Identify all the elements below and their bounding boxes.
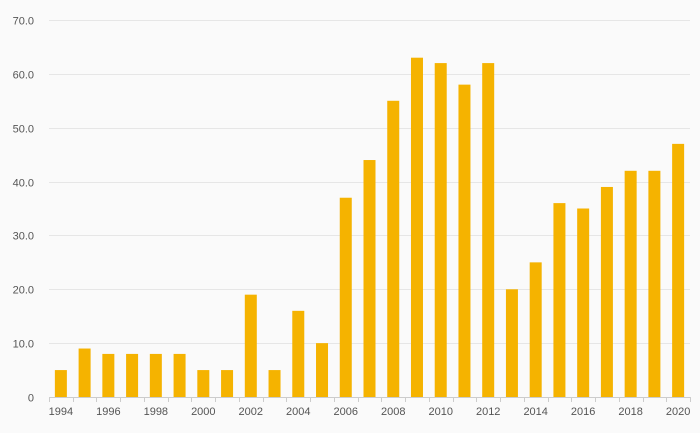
bar-2001 <box>221 370 234 397</box>
bar-2009 <box>410 57 423 397</box>
bar-2000 <box>197 370 210 397</box>
bar-2019 <box>648 170 661 397</box>
bar-2010 <box>434 63 447 398</box>
x-tick-label: 2012 <box>476 406 500 418</box>
x-axis <box>49 397 691 402</box>
bar-1995 <box>78 348 91 397</box>
bar-2005 <box>316 343 329 397</box>
bar-1997 <box>126 353 139 397</box>
x-axis-tick-labels: 1994 1996 1998 2000 2002 2004 2006 2008 2010 2012… <box>49 406 691 418</box>
x-tick-label: 2002 <box>239 406 263 418</box>
bar-2014 <box>529 262 542 397</box>
bar-2008 <box>387 100 400 397</box>
y-tick-label: 40.0 <box>13 178 34 190</box>
bar-2020 <box>672 143 685 397</box>
y-tick-label: 50.0 <box>13 124 34 136</box>
bar-2007 <box>363 160 376 397</box>
y-tick-label: 0 <box>28 393 34 405</box>
x-tick-label: 2006 <box>334 406 358 418</box>
bar-2013 <box>505 289 518 397</box>
y-tick-label: 20.0 <box>13 285 34 297</box>
bar-2006 <box>339 197 352 397</box>
bars <box>54 57 685 398</box>
y-tick-label: 30.0 <box>13 231 34 243</box>
bar-2015 <box>553 203 566 397</box>
bar-2011 <box>458 84 471 397</box>
bar-2003 <box>268 370 281 397</box>
x-tick-label: 2018 <box>618 406 642 418</box>
bar-2017 <box>600 186 613 397</box>
bar-1999 <box>173 353 186 397</box>
bar-2018 <box>624 170 637 397</box>
x-tick-label: 2016 <box>571 406 595 418</box>
x-tick-label: 2008 <box>381 406 405 418</box>
x-tick-label: 1998 <box>144 406 168 418</box>
bar-1994 <box>54 370 67 397</box>
bar-2004 <box>292 310 305 397</box>
bar-2012 <box>482 63 495 398</box>
x-tick-label: 1994 <box>49 406 73 418</box>
y-axis-tick-labels: 0 10.0 20.0 30.0 40.0 50.0 60.0 70.0 <box>13 16 34 405</box>
bar-2016 <box>577 208 590 397</box>
bar-1998 <box>149 353 162 397</box>
bar-1996 <box>102 353 115 397</box>
y-tick-label: 10.0 <box>13 339 34 351</box>
x-tick-label: 2014 <box>523 406 547 418</box>
x-tick-label: 2000 <box>191 406 215 418</box>
x-tick-label: 2010 <box>428 406 452 418</box>
x-tick-label: 1996 <box>96 406 120 418</box>
x-tick-label: 2020 <box>666 406 690 418</box>
y-tick-label: 60.0 <box>13 70 34 82</box>
y-tick-label: 70.0 <box>13 16 34 28</box>
x-tick-label: 2004 <box>286 406 310 418</box>
bar-2002 <box>244 294 257 397</box>
